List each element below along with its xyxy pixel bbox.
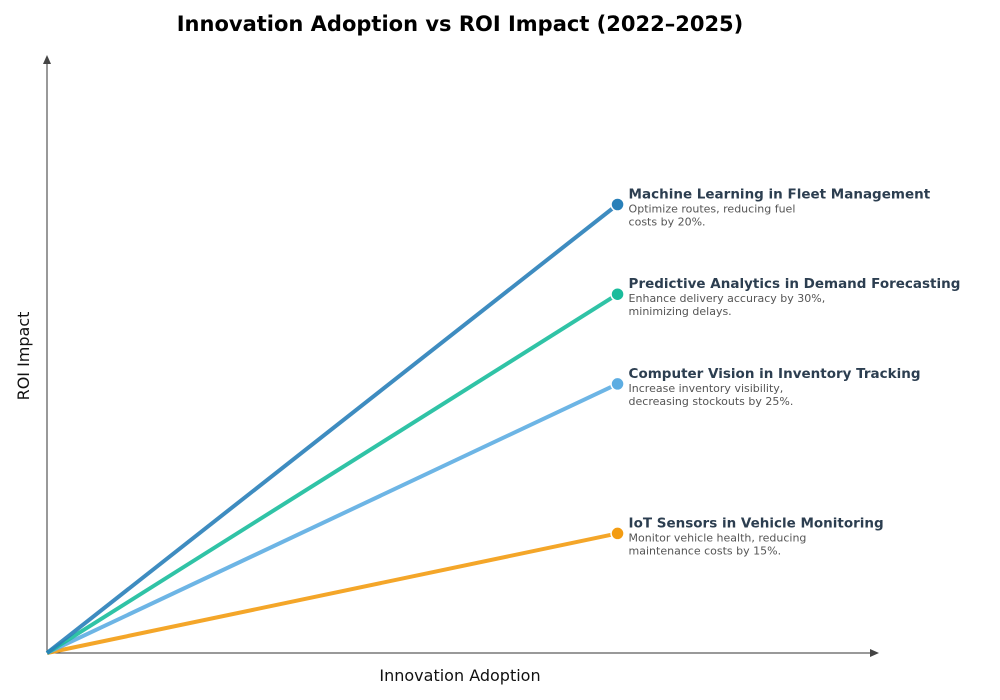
series-label: Computer Vision in Inventory Tracking [629,366,921,382]
series-endpoint [610,376,625,392]
x-axis-arrow [870,649,879,657]
series-description: maintenance costs by 15%. [629,544,782,557]
series-description: decreasing stockouts by 25%. [629,395,794,408]
series-endpoint [610,286,625,302]
chart-title: Innovation Adoption vs ROI Impact (2022–… [177,12,744,36]
series-description: minimizing delays. [629,305,732,318]
x-axis-label: Innovation Adoption [379,666,540,685]
series-endpoint [610,526,625,541]
y-axis-arrow [43,55,51,64]
series-line [46,382,619,655]
series-label: Predictive Analytics in Demand Forecasti… [629,276,961,292]
series-line [46,531,618,655]
y-axis-label: ROI Impact [14,312,33,401]
series-description: Monitor vehicle health, reducing [629,531,807,544]
series-endpoint [610,197,625,212]
series-label: IoT Sensors in Vehicle Monitoring [629,515,884,531]
series-line [45,202,619,655]
series-description: Increase inventory visibility, [629,382,784,395]
series-description: Optimize routes, reducing fuel [629,203,796,216]
series-description: costs by 20%. [629,216,706,229]
series-line [45,292,619,655]
series-label: Machine Learning in Fleet Management [629,187,931,203]
series-description: Enhance delivery accuracy by 30%, [629,292,826,305]
